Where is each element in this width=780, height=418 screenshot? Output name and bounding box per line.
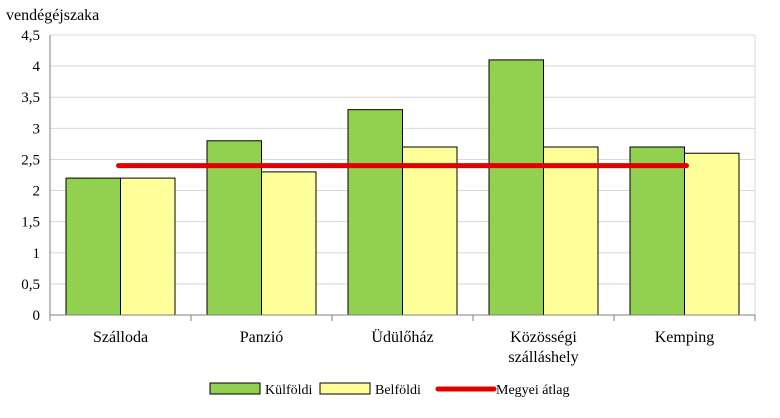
legend-megyei-atlag-label: Megyei átlag	[496, 383, 569, 398]
legend: Külföldi Belföldi Megyei átlag	[209, 382, 569, 398]
category-labels: Szálloda Panzió Üdülőház Közösségi szálláshe…	[93, 328, 714, 366]
y-tick-label: 2,5	[21, 152, 40, 168]
bar-belföldi-2	[402, 146, 458, 316]
category-label: Szálloda	[93, 329, 148, 346]
bars	[65, 59, 740, 316]
bar-külföldi-0	[65, 177, 121, 316]
y-tick-label: 1,5	[21, 215, 40, 231]
category-label: Közösségi	[510, 329, 577, 346]
bar-belföldi-1	[261, 171, 317, 316]
y-tick-label: 3	[33, 121, 41, 137]
bar-külföldi-4	[629, 146, 685, 316]
y-tick-label: 4,5	[21, 28, 40, 44]
bar-külföldi-2	[347, 109, 403, 316]
y-tick-label: 2	[33, 184, 41, 200]
y-tick-label: 0	[33, 308, 41, 324]
y-tick-label: 0,5	[21, 277, 40, 293]
y-tick-label: 4	[33, 59, 41, 75]
category-label: szálláshely	[508, 349, 578, 366]
category-label: Üdülőház	[371, 328, 433, 346]
legend-belfoldi-swatch	[319, 382, 371, 395]
y-tick-label: 1	[33, 246, 41, 262]
legend-belfoldi-label: Belföldi	[375, 383, 421, 398]
bar-belföldi-0	[120, 177, 176, 316]
bar-belföldi-4	[684, 152, 740, 316]
category-label: Kemping	[655, 329, 715, 346]
legend-kulfoldi-label: Külföldi	[265, 383, 313, 398]
y-axis-label: vendégéjszaka	[6, 7, 99, 24]
bar-külföldi-3	[488, 59, 544, 316]
bar-belföldi-3	[543, 146, 599, 316]
y-tick-label: 3,5	[21, 90, 40, 106]
category-label: Panzió	[240, 329, 284, 346]
legend-kulfoldi-swatch	[209, 382, 261, 395]
y-axis-ticks: 0 0,5 1 1,5 2 2,5 3 3,5 4 4,5	[21, 28, 40, 324]
x-axis	[49, 35, 756, 321]
